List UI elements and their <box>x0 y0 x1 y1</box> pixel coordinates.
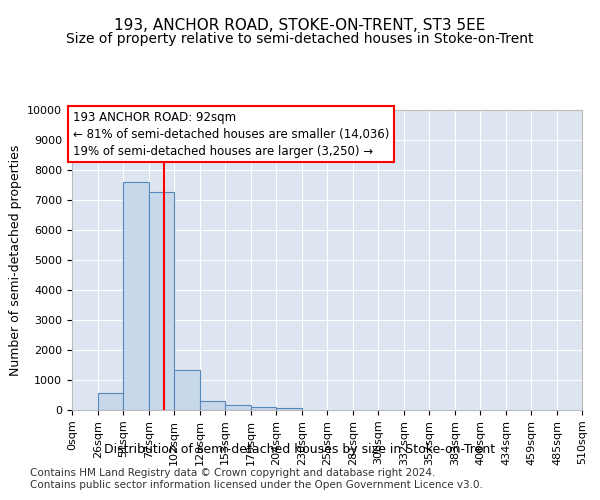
Text: Distribution of semi-detached houses by size in Stoke-on-Trent: Distribution of semi-detached houses by … <box>104 442 496 456</box>
Text: 193, ANCHOR ROAD, STOKE-ON-TRENT, ST3 5EE: 193, ANCHOR ROAD, STOKE-ON-TRENT, ST3 5E… <box>115 18 485 32</box>
Bar <box>123 182 149 410</box>
Bar <box>149 192 174 410</box>
Bar <box>276 408 302 410</box>
Text: 193 ANCHOR ROAD: 92sqm
← 81% of semi-detached houses are smaller (14,036)
19% of: 193 ANCHOR ROAD: 92sqm ← 81% of semi-det… <box>73 110 389 158</box>
Y-axis label: Number of semi-detached properties: Number of semi-detached properties <box>9 144 22 376</box>
Text: Contains HM Land Registry data © Crown copyright and database right 2024.: Contains HM Land Registry data © Crown c… <box>30 468 436 477</box>
Text: Contains public sector information licensed under the Open Government Licence v3: Contains public sector information licen… <box>30 480 483 490</box>
Bar <box>174 370 200 410</box>
Bar <box>251 408 276 410</box>
Bar <box>225 406 251 410</box>
Bar <box>200 400 225 410</box>
Bar <box>98 393 123 410</box>
Text: Size of property relative to semi-detached houses in Stoke-on-Trent: Size of property relative to semi-detach… <box>66 32 534 46</box>
